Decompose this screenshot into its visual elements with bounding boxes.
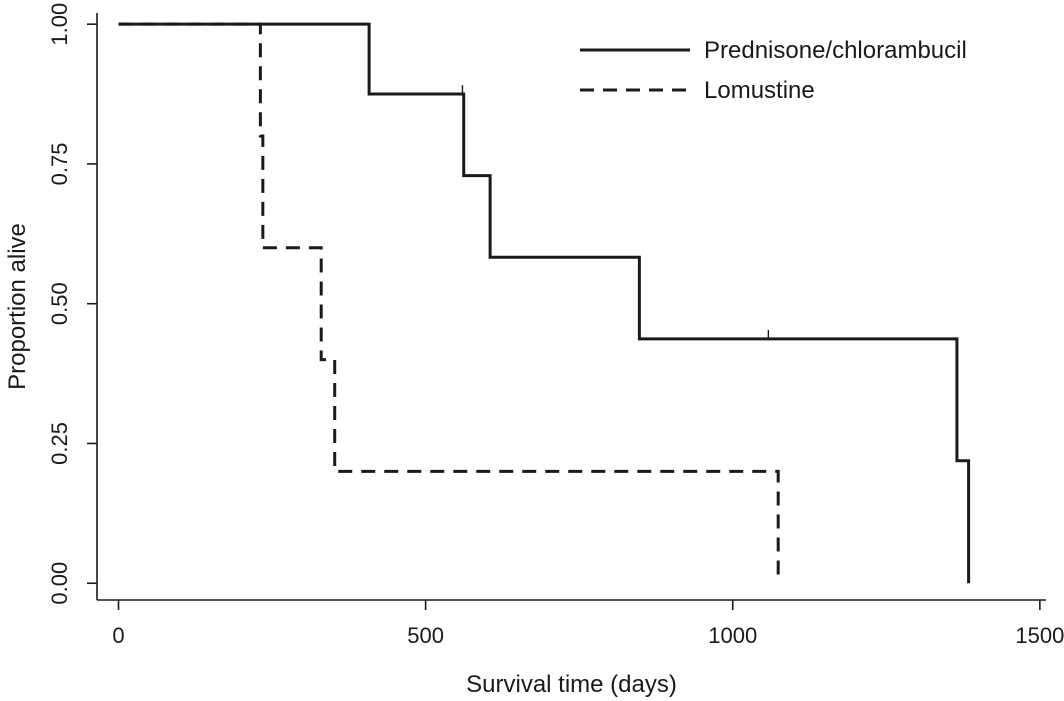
axes: 0 500 1000 1500 0.00 0.25 0.50 0.75 1.00 (47, 3, 1064, 648)
x-tick-label: 0 (112, 623, 124, 648)
series-line-2 (118, 22, 780, 584)
legend: Prednisone/chlorambucil Lomustine (580, 37, 967, 104)
x-tick-label: 1000 (708, 623, 757, 648)
y-tick-label: 0.75 (47, 143, 72, 186)
x-axis-title: Survival time (days) (466, 671, 677, 698)
y-tick-label: 0.00 (47, 562, 72, 605)
x-tick-label: 500 (407, 623, 444, 648)
legend-label: Prednisone/chlorambucil (704, 37, 967, 64)
y-tick-label: 1.00 (47, 3, 72, 46)
legend-label: Lomustine (704, 77, 815, 104)
x-tick-label: 1500 (1015, 623, 1064, 648)
series-line-1 (118, 22, 971, 584)
y-axis-title: Proportion alive (4, 223, 31, 390)
y-tick-label: 0.50 (47, 282, 72, 325)
series-layer (118, 22, 971, 584)
y-tick-label: 0.25 (47, 422, 72, 465)
